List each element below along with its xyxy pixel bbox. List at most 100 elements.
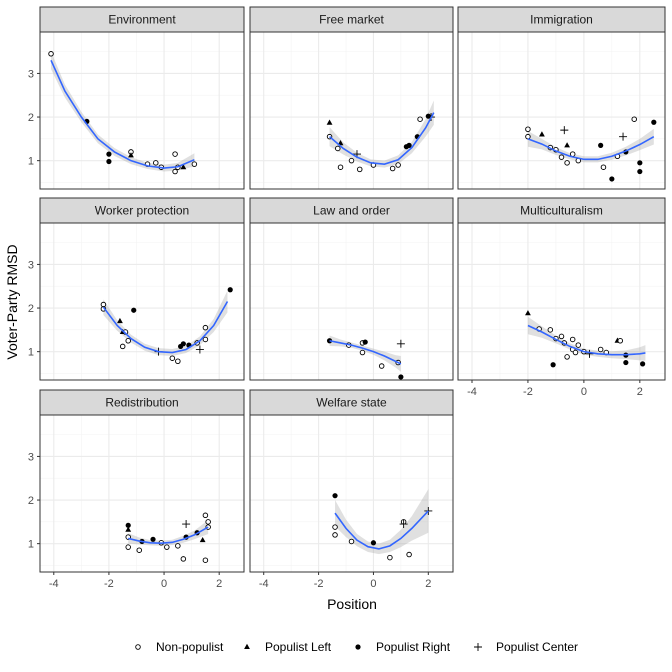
point-populist-right	[406, 142, 412, 148]
point-non-populist	[125, 338, 131, 344]
point-populist-right	[125, 522, 131, 528]
x-tick-label: -4	[467, 386, 477, 398]
point-non-populist	[597, 346, 604, 353]
x-tick-label: 0	[370, 578, 376, 590]
point-populist-right	[332, 493, 338, 499]
point-non-populist	[100, 301, 107, 308]
point-populist-center	[182, 520, 191, 529]
y-tick-label: 3	[28, 451, 34, 463]
legend: Non-populist Populist Left Populist Right P…	[135, 640, 578, 654]
point-populist-right	[362, 339, 368, 345]
point-non-populist	[153, 160, 159, 166]
point-non-populist	[575, 342, 582, 348]
panel-title: Immigration	[530, 13, 593, 27]
point-non-populist	[169, 355, 176, 361]
point-populist-right	[227, 287, 233, 293]
point-non-populist	[569, 336, 576, 343]
legend-key-populist-right	[355, 644, 361, 650]
fit-line	[128, 526, 209, 545]
point-populist-right	[609, 176, 615, 182]
panel-border	[249, 414, 454, 573]
x-tick-label: -4	[259, 578, 269, 590]
legend-label: Populist Left	[265, 640, 332, 654]
point-non-populist	[558, 154, 565, 160]
panel-title: Worker protection	[95, 204, 189, 218]
point-populist-right	[106, 158, 112, 165]
point-populist-left	[180, 163, 187, 170]
x-tick-label: 2	[216, 578, 222, 590]
point-populist-left	[326, 119, 333, 125]
point-populist-left	[199, 536, 206, 543]
panel-background	[250, 415, 453, 572]
point-non-populist	[125, 544, 131, 550]
panel-background	[40, 415, 244, 572]
point-non-populist	[136, 547, 142, 553]
panel-free-market: Free market	[249, 6, 454, 190]
point-populist-right	[550, 362, 556, 368]
point-non-populist	[172, 168, 178, 175]
point-non-populist	[191, 161, 198, 167]
point-populist-center	[619, 132, 628, 141]
point-non-populist	[572, 349, 579, 356]
panel-welfare-state: Welfare state -4 -2 0 2	[249, 389, 454, 590]
point-non-populist	[337, 164, 344, 170]
point-non-populist	[332, 532, 338, 538]
y-tick-label: 1	[28, 156, 34, 168]
point-populist-left	[564, 142, 570, 148]
panel-strip	[457, 6, 666, 33]
y-tick-label: 1	[28, 539, 34, 551]
point-non-populist	[202, 512, 209, 519]
point-non-populist	[564, 354, 570, 360]
panel-environment: Environment 1 2 3	[28, 6, 245, 190]
y-tick-label: 2	[28, 495, 34, 507]
panel-border	[457, 31, 666, 190]
x-tick-label: 0	[161, 578, 167, 590]
point-populist-right	[640, 361, 646, 367]
point-non-populist	[417, 116, 423, 122]
point-populist-left	[539, 131, 545, 137]
confidence-band	[128, 520, 209, 546]
point-populist-right	[623, 359, 629, 366]
point-non-populist	[175, 358, 181, 364]
panel-border	[39, 222, 245, 381]
legend-label: Non-populist	[156, 640, 224, 654]
x-tick-label: -2	[104, 578, 114, 590]
y-axis-title: Voter-Party RMSD	[4, 244, 20, 359]
point-non-populist	[395, 162, 401, 168]
point-non-populist	[617, 338, 623, 344]
panel-title: Multiculturalism	[520, 204, 603, 218]
panel-border	[249, 222, 454, 381]
point-populist-center	[560, 126, 569, 135]
fit-line	[102, 301, 229, 354]
fit-line	[334, 510, 429, 550]
panel-title: Law and order	[313, 204, 390, 218]
point-non-populist	[202, 336, 209, 343]
x-tick-label: -2	[523, 386, 533, 398]
y-tick-label: 3	[28, 259, 34, 271]
point-non-populist	[356, 166, 363, 173]
fit-line	[527, 135, 655, 161]
point-non-populist	[569, 151, 576, 157]
y-tick-label: 1	[28, 347, 34, 359]
point-non-populist	[389, 165, 396, 172]
point-populist-right	[398, 374, 404, 380]
x-axis-title: Position	[327, 596, 377, 612]
x-tick-label: 2	[637, 386, 643, 398]
panel-strip	[249, 389, 454, 416]
point-non-populist	[348, 157, 355, 164]
confidence-band	[51, 51, 195, 172]
y-tick-label: 3	[28, 68, 34, 80]
legend-key-populist-left	[244, 643, 250, 649]
point-non-populist	[631, 116, 637, 122]
x-tick-label: 0	[581, 386, 587, 398]
panel-law-and-order: Law and order	[249, 197, 454, 381]
legend-label: Populist Right	[376, 640, 451, 654]
panel-title: Redistribution	[105, 396, 178, 410]
panel-strip	[39, 197, 245, 224]
panel-multiculturalism: Multiculturalism -4 -2 0 2	[457, 197, 666, 398]
point-populist-right	[180, 341, 186, 347]
point-populist-right	[598, 142, 604, 148]
point-non-populist	[525, 126, 531, 133]
panel-strip	[457, 197, 666, 224]
panel-worker-protection: Worker protection 1 2 3	[28, 197, 245, 381]
